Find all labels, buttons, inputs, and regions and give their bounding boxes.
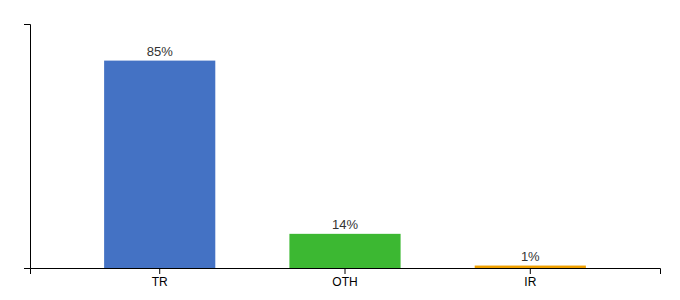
bars bbox=[104, 61, 586, 268]
x-tick: OTH bbox=[332, 268, 357, 289]
data-label: 85% bbox=[147, 44, 173, 59]
chart-svg: TR OTH IR 85% 14% 1% bbox=[0, 0, 680, 300]
x-tick-label: IR bbox=[524, 275, 536, 289]
data-labels: 85% 14% 1% bbox=[147, 44, 540, 264]
data-label: 14% bbox=[332, 217, 358, 232]
bar bbox=[289, 234, 400, 268]
x-tick-label: OTH bbox=[332, 275, 357, 289]
x-tick: TR bbox=[152, 268, 168, 289]
y-axis-line bbox=[24, 25, 31, 269]
bar bbox=[104, 61, 215, 268]
x-tick-label: TR bbox=[152, 275, 168, 289]
x-tick-mark bbox=[159, 268, 160, 274]
x-tick-mark bbox=[345, 268, 346, 274]
data-label: 1% bbox=[521, 249, 540, 264]
y-axis bbox=[24, 25, 31, 269]
x-axis-line bbox=[31, 269, 661, 275]
chart-container: TR OTH IR 85% 14% 1% bbox=[0, 0, 680, 300]
x-tick-mark bbox=[530, 268, 531, 274]
bar bbox=[475, 266, 586, 268]
x-axis: TR OTH IR bbox=[31, 268, 661, 289]
x-tick: IR bbox=[524, 268, 536, 289]
plot-area: TR OTH IR 85% 14% 1% bbox=[24, 25, 661, 289]
